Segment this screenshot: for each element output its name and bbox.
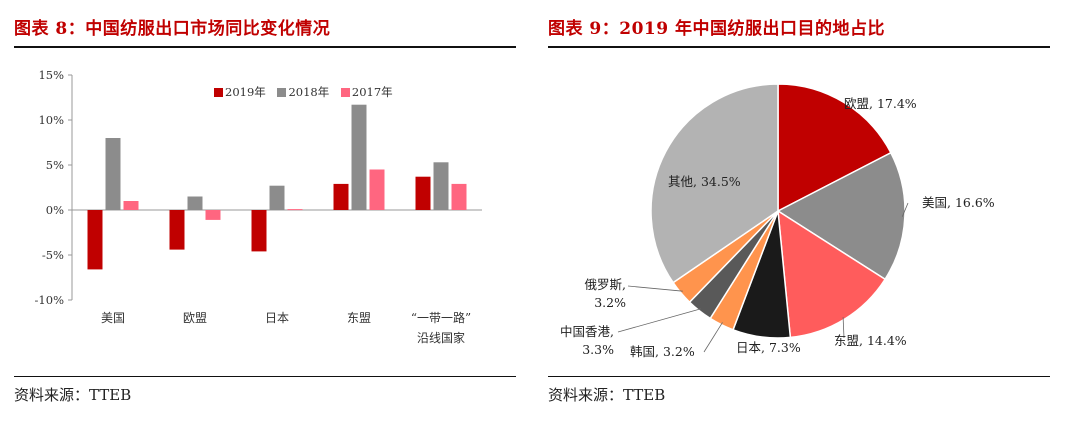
pie-label-中国香港: 3.3% [582, 342, 614, 357]
y-tick-label: 0% [46, 203, 64, 217]
bar-2019年-欧盟 [169, 210, 185, 250]
bar-2017年-欧盟 [205, 210, 221, 220]
right-source: 资料来源：TTEB [548, 386, 666, 404]
x-tick-label: 日本 [265, 311, 289, 325]
pie-slice-欧盟 [777, 83, 892, 213]
right-title-rule [548, 46, 1050, 48]
bar-chart-title: 图表 8：中国纺服出口市场同比变化情况 [14, 19, 331, 39]
bar-2019年-日本 [251, 210, 267, 252]
x-tick-label: 沿线国家 [417, 330, 465, 345]
pie-label-其他: 其他, 34.5% [668, 174, 741, 189]
y-tick-label: -5% [42, 248, 64, 262]
pie-label-韩国: 韩国, 3.2% [630, 344, 695, 359]
x-tick-label: 美国 [101, 311, 125, 325]
y-tick-label: 10% [38, 113, 64, 127]
bar-2018年-欧盟 [187, 196, 203, 210]
x-tick-label: 欧盟 [183, 311, 207, 325]
right-source-rule [548, 376, 1050, 377]
bar-2018年-东盟 [351, 104, 367, 210]
x-tick-label: 东盟 [347, 311, 371, 325]
pie-chart: 欧盟, 17.4% 美国, 16.6% 东盟, 14.4% 日本, 7.3% 韩国, 3… [560, 83, 995, 359]
pie-label-美国: 美国, 16.6% [922, 195, 995, 210]
pie-label-俄罗斯: 3.2% [594, 295, 626, 310]
x-tick-label: “一带一路” [411, 310, 471, 325]
legend-item-2019: 2019年 [214, 85, 266, 99]
bar-2019年-东盟 [333, 183, 349, 210]
y-tick-label: 5% [46, 158, 64, 172]
pie-slice-其他 [650, 83, 779, 284]
pie-label-日本: 日本, 7.3% [736, 340, 801, 355]
y-tick-label: 15% [38, 68, 64, 82]
bar-2017年-“一带一路”沿线国家 [451, 183, 467, 210]
legend-item-2018: 2018年 [277, 85, 329, 99]
bar-chart: -10% -5% 0% 5% 10% 15% 美国 欧盟 日本 东盟 “一带一路” 沿线国家 [35, 68, 482, 345]
y-tick-label: -10% [35, 293, 65, 307]
pie-slice-美国 [776, 151, 906, 281]
pie-slice-东盟 [777, 209, 887, 339]
left-title-rule [14, 46, 516, 48]
leader-line [703, 322, 723, 353]
leader-line [627, 285, 683, 292]
bar-2017年-东盟 [369, 169, 385, 210]
left-source: 资料来源：TTEB [14, 386, 132, 404]
legend-item-2017: 2017年 [340, 85, 393, 99]
left-source-rule [14, 376, 516, 377]
bar-2017年-美国 [123, 201, 139, 210]
bar-2017年-日本 [287, 209, 303, 211]
pie-label-东盟: 东盟, 14.4% [834, 333, 907, 348]
pie-label-中国香港: 中国香港, [560, 324, 614, 339]
pie-label-欧盟: 欧盟, 17.4% [844, 96, 917, 111]
leader-line [842, 317, 845, 339]
legend-label-2017: 2017年 [351, 85, 393, 99]
pie-label-俄罗斯: 俄罗斯, [585, 277, 626, 292]
legend-label-2019: 2019年 [225, 85, 266, 99]
bar-2019年-“一带一路”沿线国家 [415, 176, 431, 210]
bar-2018年-“一带一路”沿线国家 [433, 162, 449, 210]
bar-2018年-日本 [269, 185, 285, 210]
pie-chart-title: 图表 9：2019 年中国纺服出口目的地占比 [548, 19, 885, 39]
leader-line [901, 202, 909, 217]
legend-label-2018: 2018年 [288, 85, 330, 99]
bar-2018年-美国 [105, 138, 121, 210]
bar-legend: 2019年 2018年 2017年 [214, 84, 401, 100]
leader-line [617, 308, 702, 333]
bar-2019年-美国 [87, 210, 103, 270]
